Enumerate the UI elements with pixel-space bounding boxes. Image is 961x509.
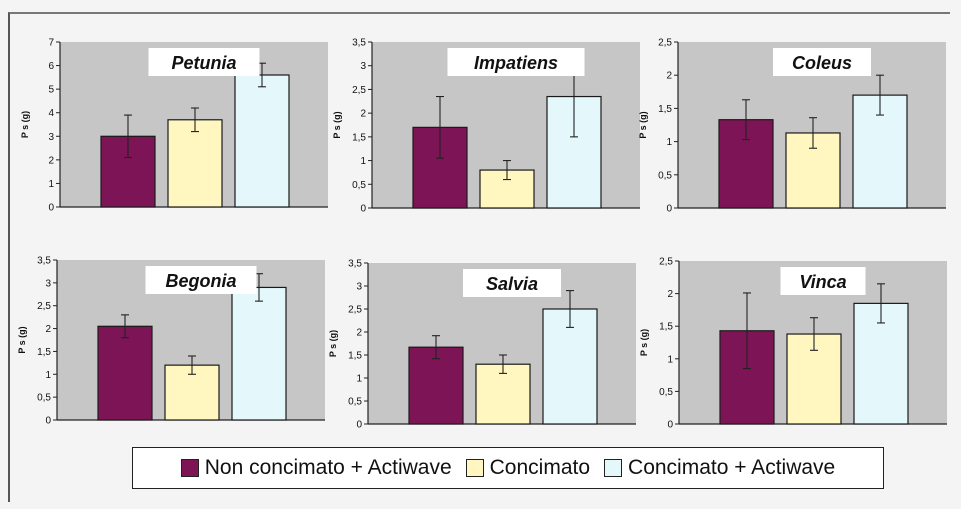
y-tick-label: 2,5 (658, 38, 672, 49)
y-tick-label: 3 (360, 61, 366, 72)
y-axis-label: P s (g) (332, 111, 342, 138)
bar (408, 346, 464, 425)
chart-title-box (148, 48, 260, 76)
y-tick-label: 1 (356, 374, 362, 385)
chart-5: 0 0,5 1 1,5 2 2,5 P s (g) Vinca (639, 257, 947, 431)
y-tick-label: 0,5 (352, 180, 366, 191)
chart-2: 0 0,5 1 1,5 2 2,5 P s (g) Coleus (638, 38, 946, 215)
y-tick-label: 0,5 (348, 397, 362, 408)
chart-title: Coleus (792, 53, 852, 73)
legend-item-concimato: Concimato (465, 456, 591, 480)
y-tick-label: 3 (45, 278, 51, 289)
y-tick-label: 1,5 (348, 351, 362, 362)
chart-1: 0 0,5 1 1,5 2 2,5 3 3,5 P s (g) Impatiens (332, 38, 640, 215)
y-tick-label: 2 (360, 109, 366, 120)
chart-title: Petunia (171, 53, 236, 73)
y-axis-label: P s (g) (17, 326, 27, 353)
bar (97, 325, 153, 421)
y-tick-label: 0,5 (37, 393, 51, 404)
y-tick-label: 1,5 (37, 347, 51, 358)
legend-label: Non concimato + Actiwave (204, 456, 452, 479)
chart-title-box (773, 48, 871, 76)
y-axis-label: P s (g) (20, 111, 30, 138)
bar (234, 74, 290, 208)
legend-swatch (180, 459, 199, 477)
y-tick-label: 0 (667, 420, 673, 431)
y-tick-label: 2 (45, 324, 51, 335)
chart-title: Salvia (486, 274, 538, 294)
y-tick-label: 0,5 (659, 387, 673, 398)
y-tick-label: 3 (48, 132, 54, 143)
y-tick-label: 2 (667, 289, 673, 300)
bar (231, 286, 287, 421)
y-tick-label: 1,5 (659, 322, 673, 333)
y-axis-label: P s (g) (328, 330, 338, 357)
figure-frame (8, 12, 950, 502)
chart-title-box (463, 269, 561, 297)
y-tick-label: 1 (666, 137, 672, 148)
legend-swatch (465, 459, 484, 477)
y-tick-label: 1 (45, 370, 51, 381)
legend-item-non-concimato-actiwave: Non concimato + Actiwave (180, 456, 452, 480)
chart-4: 0 0,5 1 1,5 2 2,5 3 3,5 P s (g) Salvia (328, 259, 636, 431)
y-tick-label: 0 (356, 420, 362, 431)
y-tick-label: 3 (356, 282, 362, 293)
y-tick-label: 0,5 (658, 170, 672, 181)
y-tick-label: 0 (666, 204, 672, 215)
y-tick-label: 2,5 (659, 257, 673, 268)
y-axis-label: P s (g) (639, 329, 649, 356)
y-tick-label: 7 (48, 38, 54, 49)
chart-0: 0 1 2 3 4 5 6 7 P s (g) Petunia (20, 38, 328, 214)
y-tick-label: 1 (667, 354, 673, 365)
legend-swatch (604, 459, 623, 477)
y-tick-label: 3,5 (37, 256, 51, 267)
bar (167, 119, 223, 208)
y-tick-label: 1 (360, 156, 366, 167)
chart-3: 0 0,5 1 1,5 2 2,5 3 3,5 P s (g) Begonia (17, 256, 325, 427)
legend-label: Concimato (489, 456, 591, 479)
y-tick-label: 4 (48, 108, 54, 119)
y-tick-label: 0 (360, 204, 366, 215)
y-tick-label: 2 (48, 155, 54, 166)
y-tick-label: 2,5 (37, 301, 51, 312)
chart-title-box (447, 48, 585, 76)
chart-title: Vinca (799, 272, 846, 292)
y-tick-label: 2,5 (348, 305, 362, 316)
chart-title-box (780, 267, 866, 295)
y-axis-label: P s (g) (638, 111, 648, 138)
y-tick-label: 2 (666, 71, 672, 82)
y-tick-label: 2 (356, 328, 362, 339)
y-tick-label: 3,5 (348, 259, 362, 270)
y-tick-label: 1 (48, 179, 54, 190)
y-tick-label: 3,5 (352, 38, 366, 49)
chart-title: Begonia (165, 271, 236, 291)
chart-title-box (145, 266, 257, 294)
legend-label: Concimato + Actiwave (628, 456, 836, 479)
legend: Non concimato + Actiwave Concimato Conci… (132, 447, 884, 489)
y-tick-label: 6 (48, 61, 54, 72)
chart-title: Impatiens (474, 53, 558, 73)
bar (542, 308, 598, 425)
y-tick-label: 1,5 (658, 104, 672, 115)
y-tick-label: 2,5 (352, 85, 366, 96)
y-tick-label: 1,5 (352, 132, 366, 143)
y-tick-label: 0 (48, 203, 54, 214)
y-tick-label: 0 (45, 416, 51, 427)
y-tick-label: 5 (48, 85, 54, 96)
legend-item-concimato-actiwave: Concimato + Actiwave (604, 456, 835, 480)
